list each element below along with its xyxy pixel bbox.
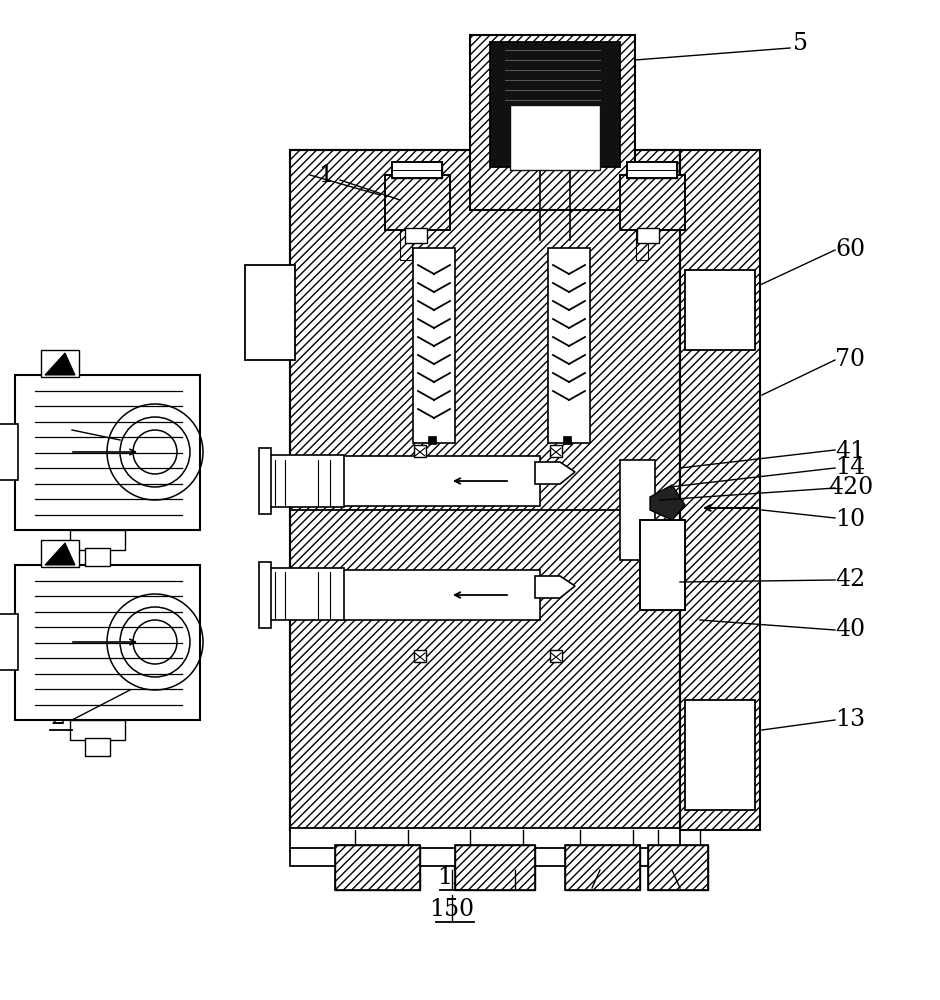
Bar: [648, 845, 708, 890]
Bar: [627, 162, 677, 178]
Bar: [428, 436, 436, 444]
Bar: [550, 650, 562, 662]
Bar: [70, 720, 125, 740]
Text: 72: 72: [665, 866, 695, 890]
Bar: [565, 845, 640, 890]
Bar: [392, 162, 442, 178]
Bar: [414, 445, 426, 457]
Text: 10: 10: [835, 508, 865, 532]
Polygon shape: [45, 353, 75, 375]
Bar: [85, 548, 110, 566]
Text: 60: 60: [835, 238, 865, 261]
Bar: [259, 448, 271, 514]
Bar: [41, 350, 79, 377]
Bar: [15, 565, 200, 720]
Text: 1: 1: [318, 163, 333, 186]
Bar: [640, 520, 685, 610]
Bar: [637, 228, 659, 243]
Bar: [627, 162, 677, 178]
Text: 70: 70: [835, 349, 865, 371]
Text: 14: 14: [835, 456, 865, 480]
Bar: [0, 614, 18, 670]
Bar: [680, 150, 760, 830]
Bar: [620, 175, 685, 230]
Bar: [340, 570, 540, 620]
Bar: [290, 150, 680, 830]
Text: 2: 2: [50, 706, 65, 730]
Bar: [510, 105, 600, 170]
Bar: [548, 248, 590, 443]
Bar: [85, 738, 110, 756]
Text: 4: 4: [585, 866, 600, 890]
Bar: [290, 848, 680, 866]
Bar: [392, 162, 442, 178]
Bar: [335, 845, 420, 890]
Bar: [648, 845, 708, 890]
Bar: [565, 845, 640, 890]
Bar: [392, 162, 442, 178]
Text: 3: 3: [50, 416, 65, 440]
Bar: [640, 520, 685, 610]
Bar: [620, 175, 685, 230]
Bar: [264, 455, 344, 507]
Text: 12: 12: [437, 866, 467, 890]
Bar: [490, 42, 620, 167]
Text: 40: 40: [835, 618, 865, 642]
Bar: [470, 35, 635, 210]
Text: 11: 11: [500, 866, 530, 890]
Text: 42: 42: [835, 568, 865, 591]
Text: 5: 5: [793, 31, 808, 54]
Bar: [640, 520, 685, 610]
Bar: [385, 175, 450, 230]
Bar: [400, 230, 412, 260]
Bar: [15, 375, 200, 530]
Text: 420: 420: [828, 477, 873, 499]
Bar: [264, 568, 344, 620]
Bar: [414, 650, 426, 662]
Bar: [550, 445, 562, 457]
Bar: [413, 248, 455, 443]
Bar: [41, 540, 79, 567]
Bar: [680, 150, 760, 830]
Bar: [627, 162, 677, 178]
Text: 13: 13: [835, 708, 865, 732]
Polygon shape: [45, 543, 75, 565]
Text: 150: 150: [430, 898, 475, 922]
Polygon shape: [535, 462, 575, 484]
Bar: [340, 456, 540, 506]
Polygon shape: [535, 576, 575, 598]
Bar: [0, 424, 18, 480]
Bar: [70, 530, 125, 550]
Bar: [245, 265, 295, 360]
Bar: [385, 175, 450, 230]
Bar: [470, 35, 635, 210]
Bar: [290, 150, 680, 830]
Polygon shape: [650, 485, 685, 520]
Bar: [335, 845, 420, 890]
Bar: [563, 436, 571, 444]
Text: 41: 41: [835, 440, 865, 464]
Bar: [455, 845, 535, 890]
Bar: [636, 230, 648, 260]
Bar: [620, 460, 655, 560]
Bar: [405, 228, 427, 243]
Bar: [685, 700, 755, 810]
Bar: [290, 828, 680, 850]
Bar: [455, 845, 535, 890]
Bar: [685, 270, 755, 350]
Bar: [259, 562, 271, 628]
